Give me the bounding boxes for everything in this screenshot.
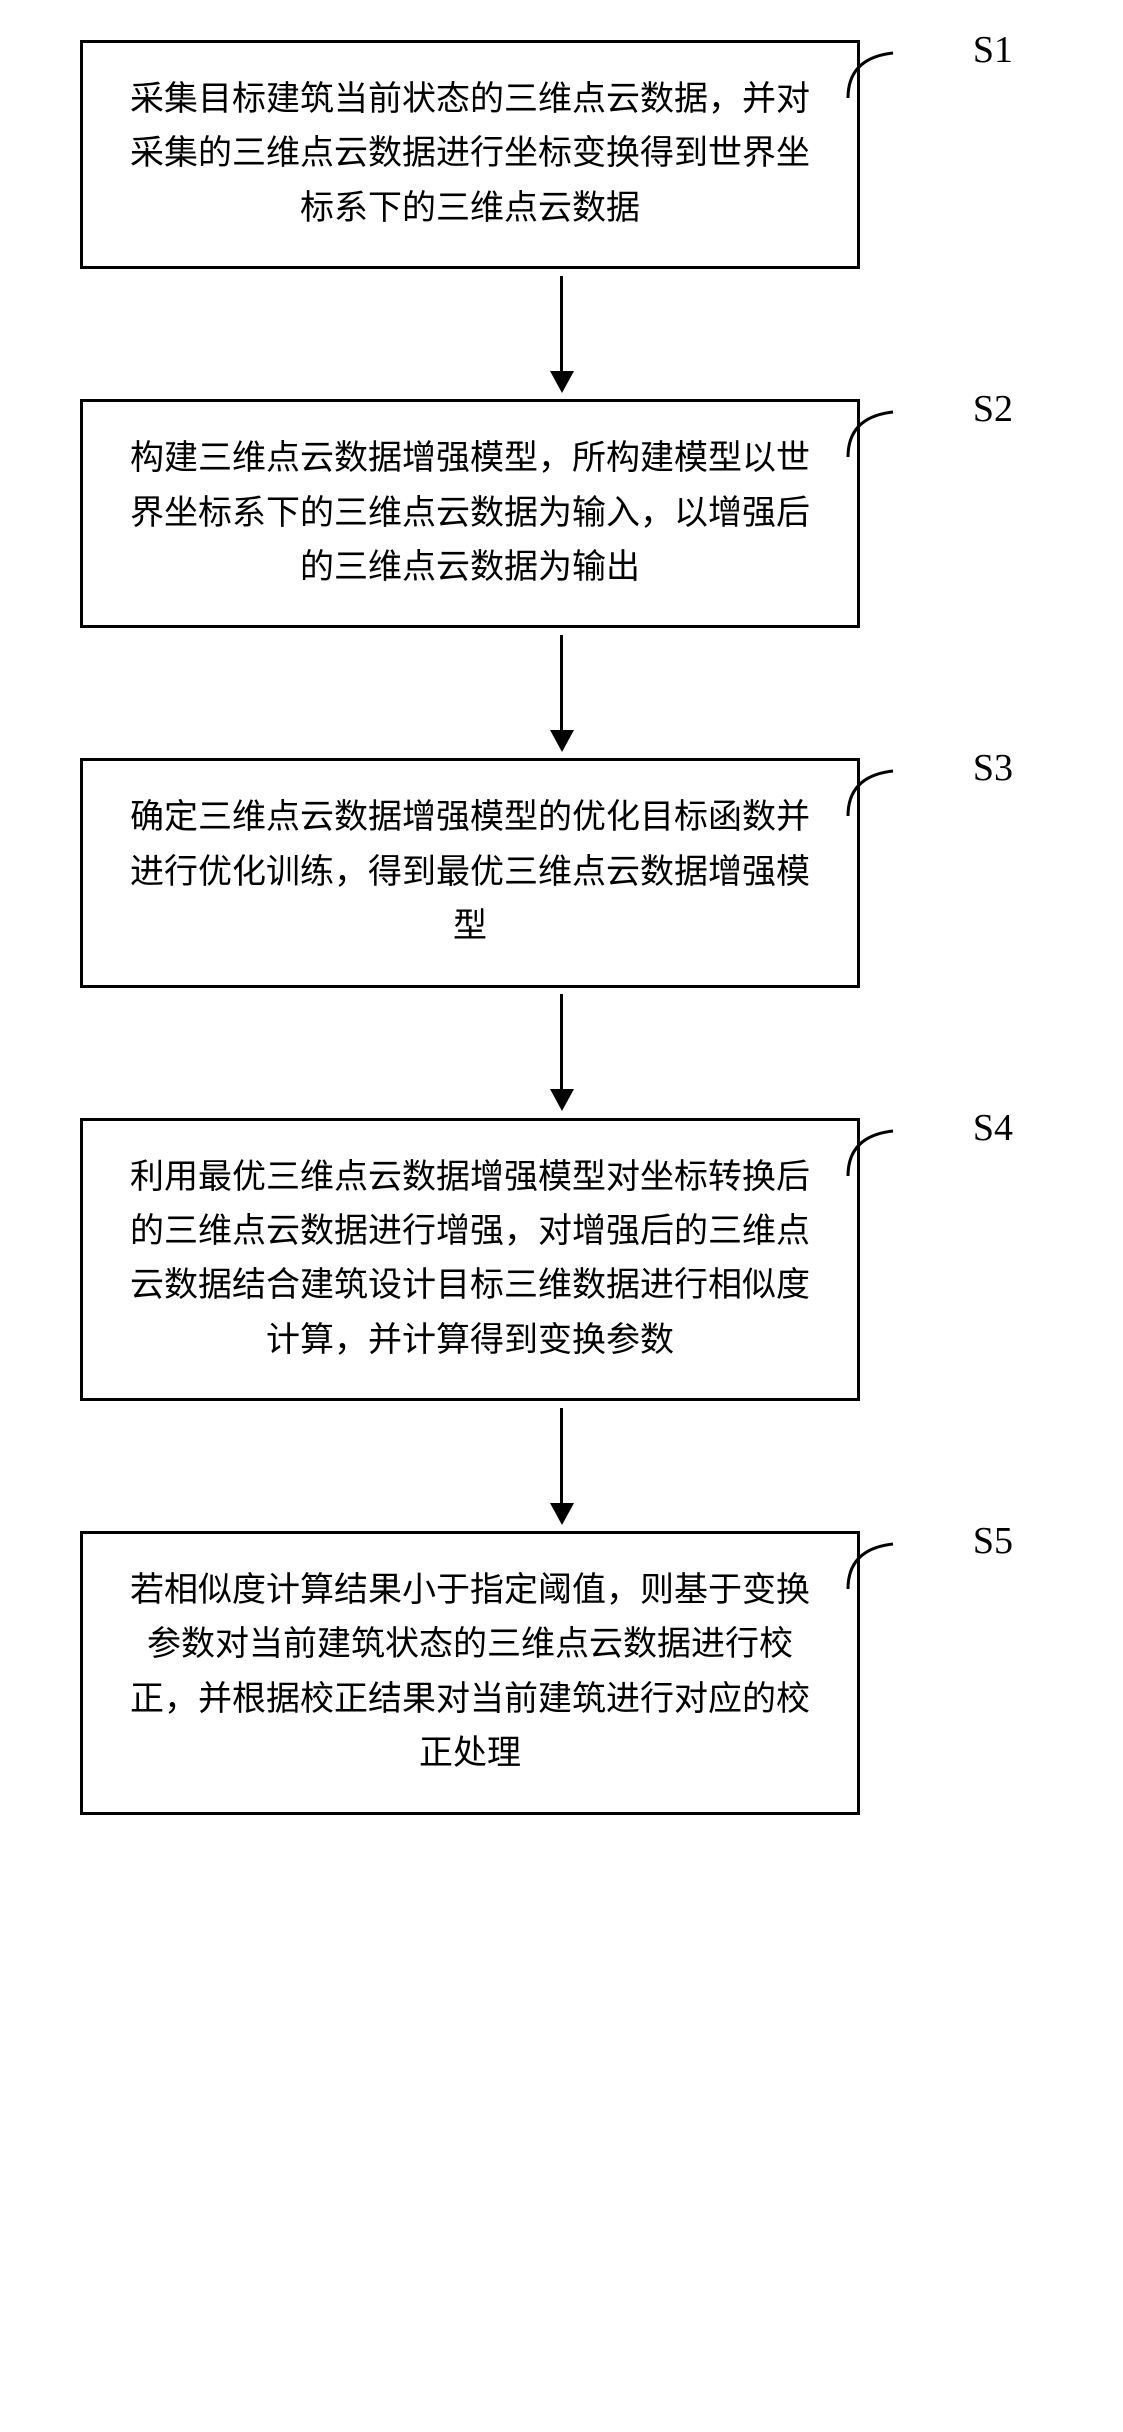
arrow-head-icon (550, 1503, 574, 1525)
arrow-line-icon (560, 1408, 563, 1503)
arrow-head-icon (550, 1089, 574, 1111)
step-5-box: 若相似度计算结果小于指定阈值，则基于变换参数对当前建筑状态的三维点云数据进行校正… (80, 1531, 860, 1815)
flowchart-container: 采集目标建筑当前状态的三维点云数据，并对采集的三维点云数据进行坐标变换得到世界坐… (80, 40, 1043, 1815)
step-5-container: 若相似度计算结果小于指定阈值，则基于变换参数对当前建筑状态的三维点云数据进行校正… (80, 1531, 1043, 1815)
step-3-container: 确定三维点云数据增强模型的优化目标函数并进行优化训练，得到最优三维点云数据增强模… (80, 758, 1043, 987)
arrow-line-icon (560, 276, 563, 371)
arrow-2 (550, 628, 574, 758)
connector-curve-icon (843, 1126, 903, 1186)
step-2-container: 构建三维点云数据增强模型，所构建模型以世界坐标系下的三维点云数据为输入，以增强后… (80, 399, 1043, 628)
step-3-label: S3 (973, 746, 1013, 790)
step-4-container: 利用最优三维点云数据增强模型对坐标转换后的三维点云数据进行增强，对增强后的三维点… (80, 1118, 1043, 1402)
arrow-head-icon (550, 371, 574, 393)
step-1-box: 采集目标建筑当前状态的三维点云数据，并对采集的三维点云数据进行坐标变换得到世界坐… (80, 40, 860, 269)
step-2-box: 构建三维点云数据增强模型，所构建模型以世界坐标系下的三维点云数据为输入，以增强后… (80, 399, 860, 628)
connector-curve-icon (843, 48, 903, 108)
arrow-3 (550, 988, 574, 1118)
step-4-label: S4 (973, 1106, 1013, 1150)
arrow-line-icon (560, 994, 563, 1089)
step-4-box: 利用最优三维点云数据增强模型对坐标转换后的三维点云数据进行增强，对增强后的三维点… (80, 1118, 860, 1402)
connector-curve-icon (843, 766, 903, 826)
step-5-label: S5 (973, 1519, 1013, 1563)
connector-curve-icon (843, 1539, 903, 1599)
step-2-label: S2 (973, 387, 1013, 431)
step-1-label: S1 (973, 28, 1013, 72)
arrow-4 (550, 1401, 574, 1531)
step-3-box: 确定三维点云数据增强模型的优化目标函数并进行优化训练，得到最优三维点云数据增强模… (80, 758, 860, 987)
connector-curve-icon (843, 407, 903, 467)
arrow-head-icon (550, 730, 574, 752)
step-1-container: 采集目标建筑当前状态的三维点云数据，并对采集的三维点云数据进行坐标变换得到世界坐… (80, 40, 1043, 269)
arrow-1 (550, 269, 574, 399)
arrow-line-icon (560, 635, 563, 730)
